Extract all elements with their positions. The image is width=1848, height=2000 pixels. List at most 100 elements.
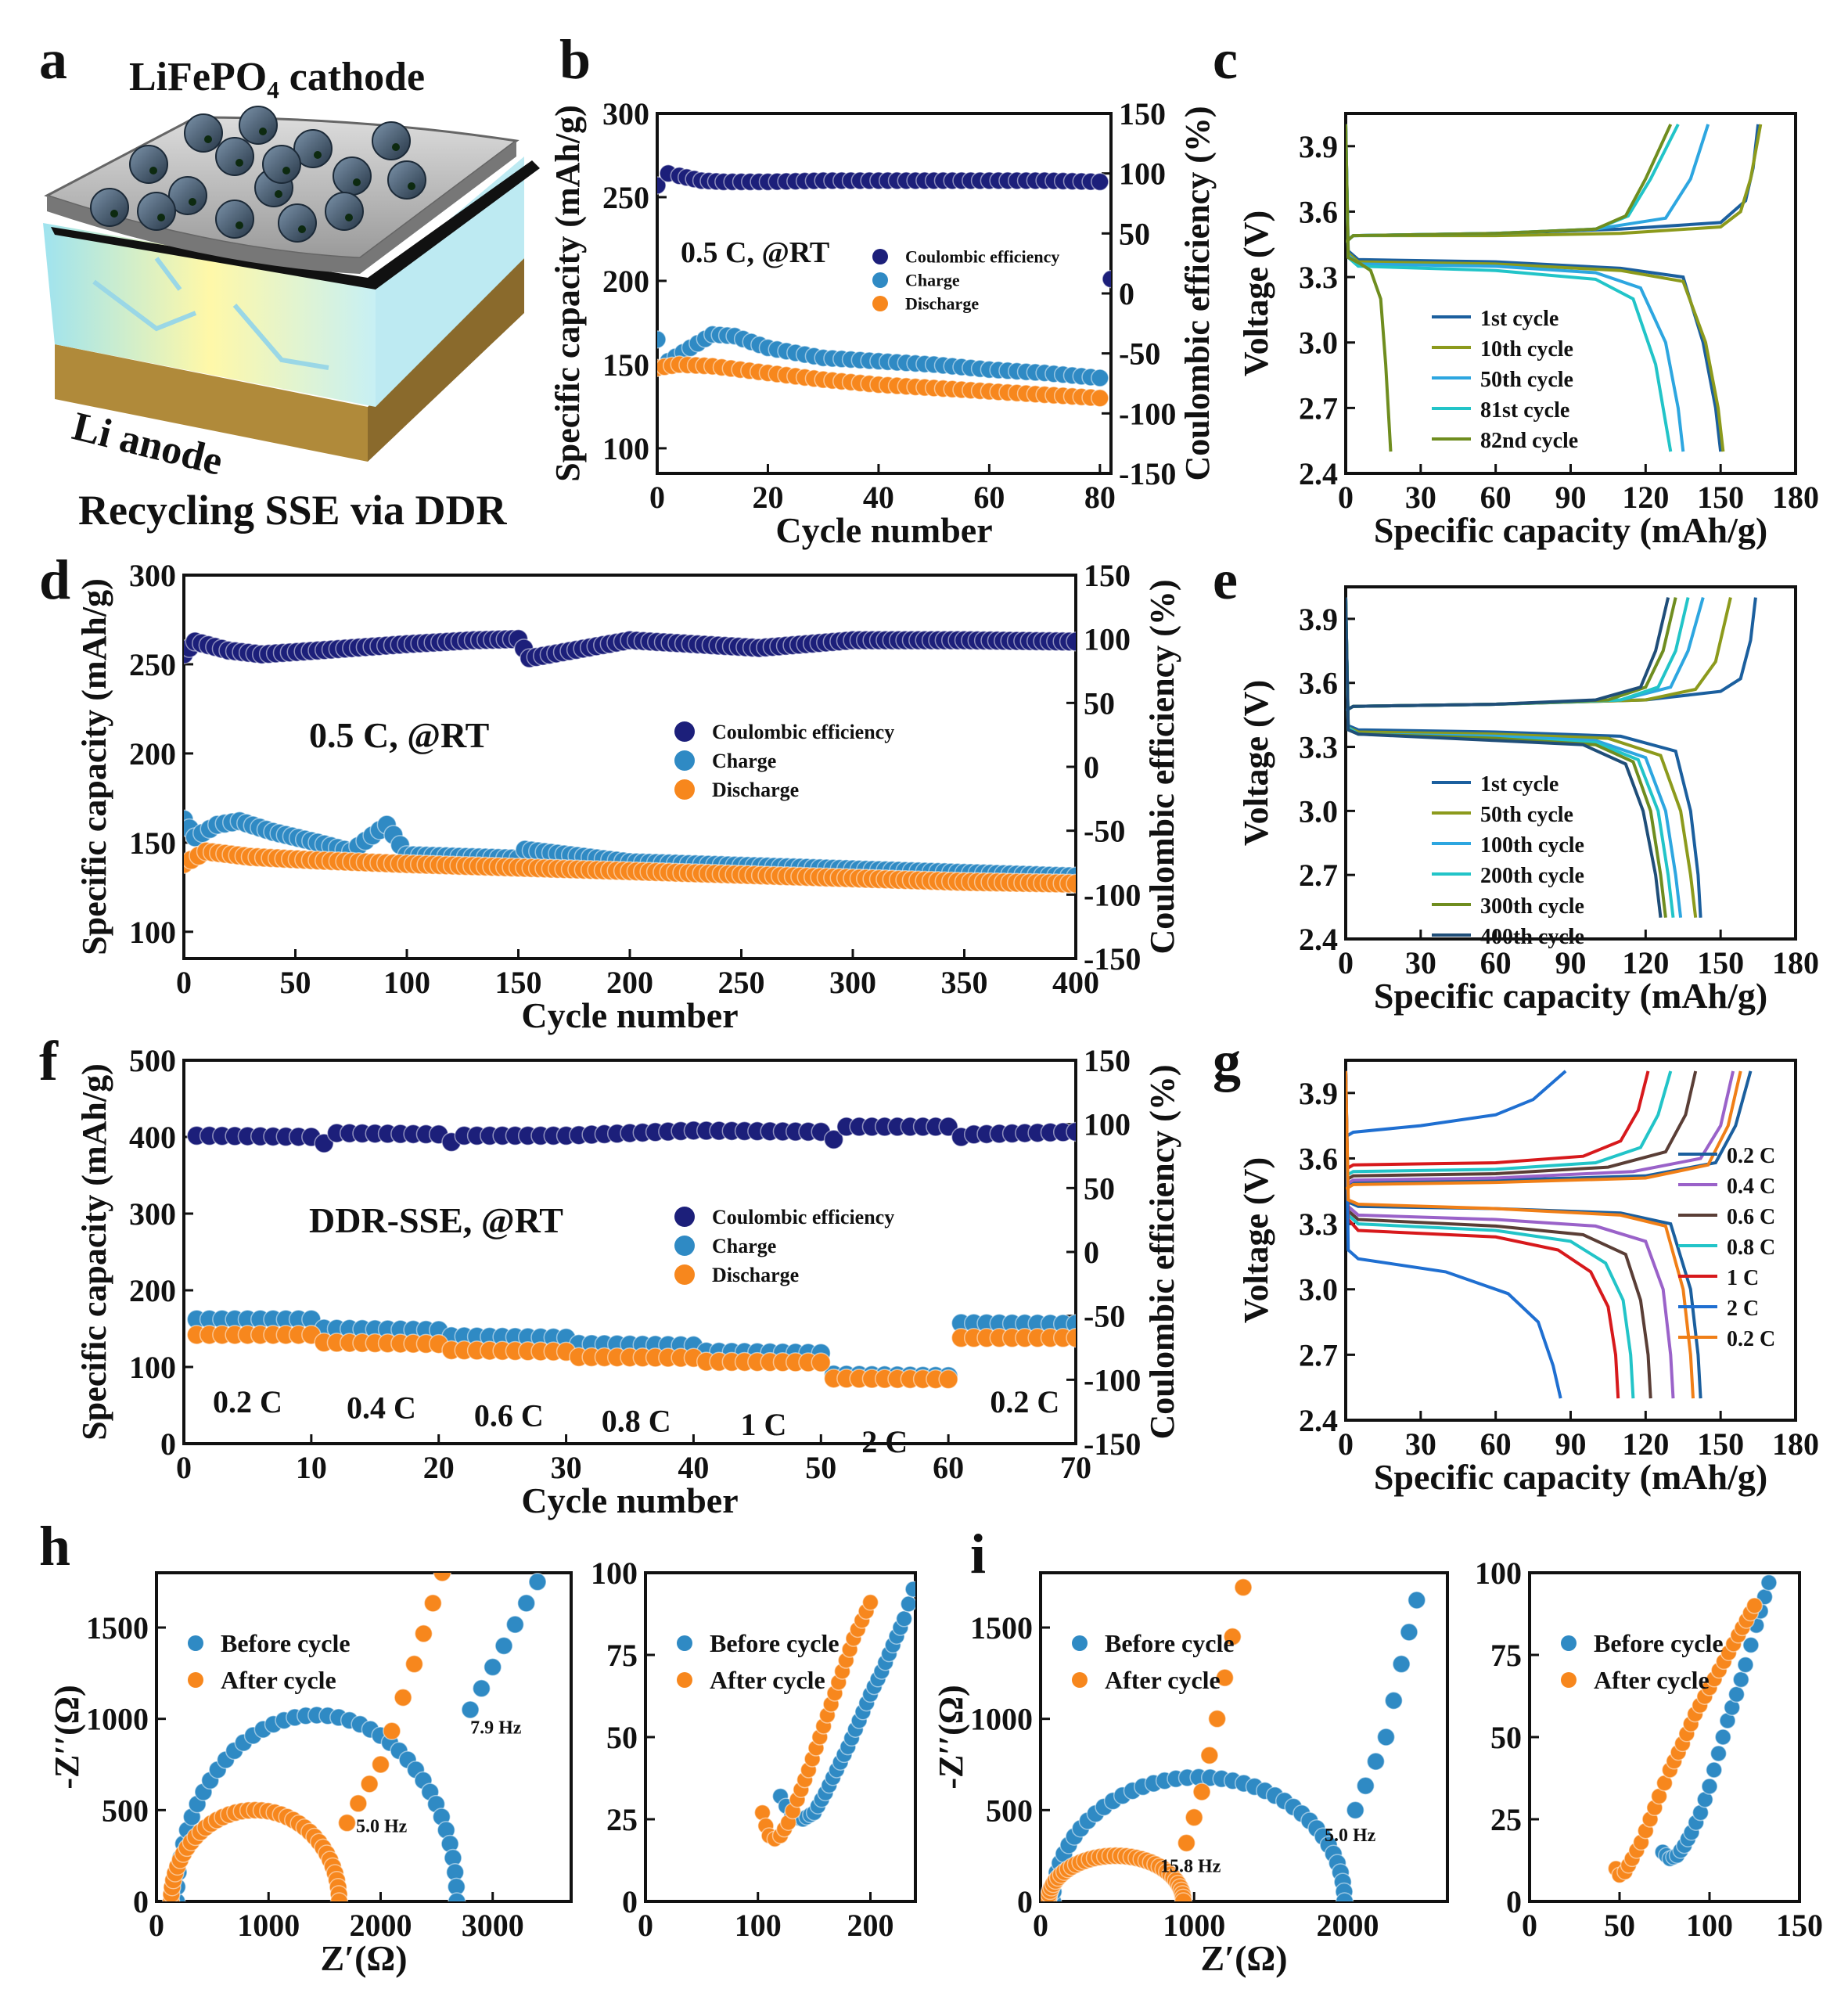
panel-letter-b: b [559, 28, 591, 91]
plot-area [186, 1117, 1076, 1390]
x-tick-label: 120 [1622, 480, 1669, 515]
y2-axis-title: Coulombic efficiency (%) [1178, 106, 1217, 481]
x-tick-label: 0 [1033, 1908, 1048, 1943]
legend-label: Before cycle [710, 1629, 840, 1657]
lifepo4-particles [90, 106, 426, 243]
chart-i-inset: 0 50 100 150 0 25 50 75 100 Before cycle After cyc… [1475, 1556, 1823, 1943]
x-axis-title: Cycle number [521, 1480, 738, 1520]
x-tick-label: 180 [1772, 945, 1819, 980]
y-tick-label: 1000 [86, 1702, 149, 1737]
particle [333, 156, 372, 196]
panel-letter-e: e [1213, 549, 1238, 611]
frequency-annotation: 7.9 Hz [470, 1718, 522, 1738]
chart-h-inset: 0 100 200 0 25 50 75 100 Before cycle After cycle [591, 1556, 917, 1943]
y-axis-title: Specific capacity (mAh/g) [75, 578, 113, 955]
y-tick-label: 0 [160, 1426, 176, 1462]
data-point [1066, 1328, 1076, 1348]
particle [293, 129, 333, 168]
x-tick-label: 200 [847, 1908, 894, 1943]
particle [129, 145, 168, 184]
legend-label: 82nd cycle [1480, 429, 1578, 453]
x-tick-label: 60 [1480, 1426, 1512, 1462]
legend-marker [674, 721, 695, 742]
y-tick-label: 500 [102, 1793, 149, 1828]
particle [90, 188, 129, 227]
data-point [360, 1775, 379, 1793]
y-tick-label: 0 [1506, 1884, 1522, 1919]
y-tick-label: 3.6 [1299, 666, 1338, 701]
plot-area [1346, 1070, 1753, 1399]
plot-area [1346, 597, 1757, 918]
x-tick-label: 20 [752, 480, 783, 515]
legend-label: Charge [905, 271, 960, 290]
rate-label: 1 C [741, 1407, 787, 1442]
data-point [1701, 1778, 1718, 1795]
x-tick-label: 0 [149, 1908, 164, 1943]
data-point [1706, 1761, 1723, 1779]
y2-axis-title: Coulombic efficiency (%) [1143, 1065, 1181, 1440]
y2-tick-label: 50 [1119, 216, 1150, 251]
legend-marker [674, 1264, 695, 1285]
series-line-discharge [1346, 1070, 1562, 1399]
legend-label: 200th cycle [1480, 864, 1584, 888]
y-tick-label: 150 [602, 347, 649, 383]
x-tick-label: 200 [606, 965, 653, 1000]
data-point [1185, 1808, 1203, 1827]
y2-axis-title: Coulombic efficiency (%) [1143, 580, 1181, 955]
data-point [371, 1755, 390, 1774]
data-point [811, 1352, 832, 1372]
x-tick-label: 100 [383, 965, 430, 1000]
data-point [1732, 1671, 1749, 1689]
y-tick-label: 150 [129, 826, 176, 861]
legend-label: Coulombic efficiency [712, 721, 894, 743]
y-tick-label: 0 [622, 1884, 638, 1919]
y2-tick-label: -150 [1084, 941, 1141, 977]
x-tick-label: 60 [933, 1450, 964, 1485]
series-line-charge [1346, 597, 1677, 712]
x-tick-label: 0 [176, 965, 192, 1000]
plot-area [161, 1573, 547, 1901]
y-tick-label: 100 [1475, 1556, 1522, 1591]
data-point [414, 1624, 433, 1643]
y-axis-title: -Z′′(Ω) [48, 1685, 86, 1789]
data-point [895, 1610, 913, 1628]
data-point [1742, 1636, 1760, 1654]
chart-b: 0 20 40 60 80 100 150 200 250 300 -150 -100 -50 0 50 10… [548, 96, 1217, 550]
rate-label: 0.2 C [213, 1384, 282, 1419]
x-axis-title: Z′(Ω) [1200, 1938, 1287, 1978]
x-tick-label: 2000 [349, 1908, 412, 1943]
y-tick-label: 3.3 [1299, 1207, 1338, 1242]
legend-marker [1072, 1672, 1088, 1688]
data-point [1207, 1709, 1227, 1728]
x-tick-label: 150 [495, 965, 542, 1000]
y-axis-title: Voltage (V) [1237, 1157, 1275, 1323]
legend-label: Coulombic efficiency [905, 247, 1059, 267]
panel-letter-d: d [39, 549, 70, 611]
x-tick-label: 20 [423, 1450, 455, 1485]
chart-h-main: 0 1000 2000 3000 0 500 1000 1500 Z′(Ω) -Z′′(Ω) 7.9… [48, 1571, 573, 1978]
legend-label: Discharge [712, 779, 799, 801]
legend-marker [677, 1635, 692, 1651]
series-line-discharge [1346, 1070, 1702, 1399]
legend-label: Discharge [905, 294, 979, 314]
particle [215, 200, 254, 239]
rate-label: 0.8 C [602, 1403, 671, 1438]
series-line-discharge [1346, 1070, 1695, 1399]
y-tick-label: 3.9 [1299, 602, 1338, 637]
data-point [461, 1700, 480, 1719]
particle [372, 121, 411, 160]
x-tick-label: 1000 [1163, 1908, 1225, 1943]
data-point [1174, 1892, 1193, 1901]
y-tick-label: 100 [591, 1556, 638, 1591]
data-point [1346, 1800, 1365, 1820]
x-tick-label: 50 [280, 965, 311, 1000]
y-tick-label: 400 [129, 1120, 176, 1155]
x-tick-label: 150 [1776, 1908, 1823, 1943]
panel-letter-h: h [39, 1515, 70, 1577]
y-tick-label: 200 [129, 736, 176, 772]
chart-annotation: 0.5 C, @RT [309, 715, 489, 755]
y-tick-label: 3.0 [1299, 326, 1338, 361]
x-tick-label: 100 [735, 1908, 782, 1943]
y-tick-label: 2.4 [1299, 456, 1338, 491]
